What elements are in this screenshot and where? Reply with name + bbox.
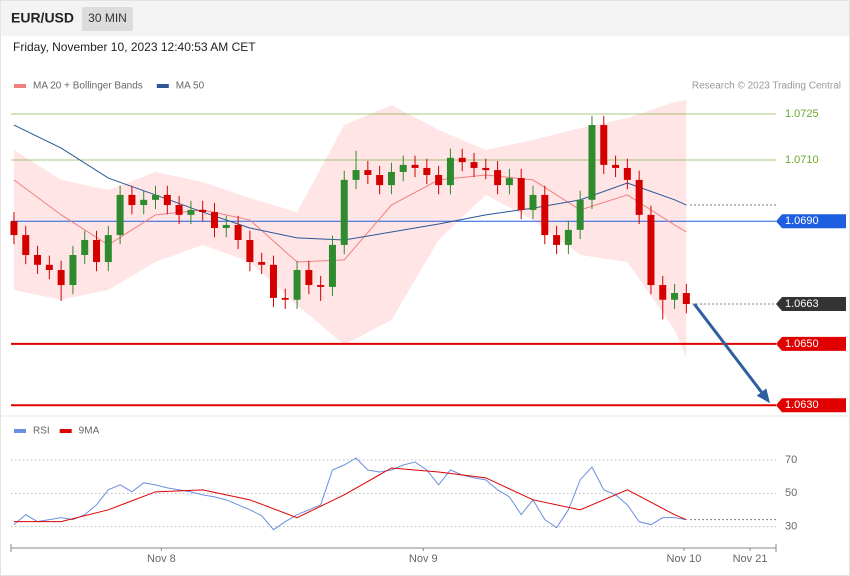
price-tag-label: 1.0630 [785, 399, 819, 411]
legend-swatch [156, 84, 169, 88]
symbol: EUR/USD [11, 10, 74, 26]
candle-body [340, 179, 348, 245]
price-tag-label: 1.0690 [785, 215, 819, 227]
candle-body [576, 199, 584, 230]
candle-body [529, 194, 537, 210]
candle-body [553, 235, 561, 245]
level-label: 1.0725 [785, 108, 819, 120]
candle-body [671, 293, 679, 300]
candle-body [612, 164, 620, 168]
credit: Research © 2023 Trading Central [692, 81, 841, 92]
candle-body [600, 125, 608, 165]
x-tick-label: Nov 8 [147, 553, 176, 565]
candle-body [104, 235, 112, 263]
candle-body [387, 171, 395, 186]
candle-body [458, 157, 466, 163]
candle-body [69, 255, 77, 286]
candle-body [22, 235, 30, 255]
candle-body [246, 239, 254, 263]
candle-body [328, 244, 336, 287]
rsi-line [13, 457, 687, 531]
candle-body [258, 262, 266, 265]
candle-body [423, 167, 431, 175]
candle-body [57, 270, 65, 286]
y-tick-label: 70 [785, 454, 797, 466]
header-bar [1, 1, 849, 36]
candle-body [588, 125, 596, 200]
price-tag [776, 336, 846, 351]
legend-label: MA 50 [176, 81, 205, 92]
bollinger-fill [13, 99, 687, 358]
candle-body [116, 194, 124, 236]
candle-body [93, 239, 101, 263]
candle-body [269, 264, 277, 298]
legend-swatch [14, 429, 26, 433]
candle-body [317, 285, 325, 287]
x-tick-label: Nov 10 [667, 553, 702, 565]
candle-body [234, 224, 242, 240]
candle-body [399, 164, 407, 172]
price-tag [776, 297, 846, 312]
candle-body [517, 178, 525, 210]
candle-body [564, 229, 572, 245]
candle-body [305, 270, 313, 286]
candle-body [682, 293, 690, 305]
candle-body [293, 270, 301, 300]
candle-body [505, 178, 513, 186]
candle-body [376, 175, 384, 186]
candle-body [411, 164, 419, 168]
candle-body [541, 194, 549, 236]
candle-body [199, 209, 207, 213]
forecast-arrow-head [756, 388, 770, 404]
candle-body [187, 209, 195, 215]
candle-body [34, 255, 42, 265]
candle-body [175, 205, 183, 215]
legend-label: MA 20 + Bollinger Bands [33, 81, 143, 92]
price-tag [776, 214, 846, 229]
candle-body [446, 157, 454, 186]
candle-body [364, 170, 372, 175]
rsi-ma-line [13, 467, 687, 523]
x-tick-label: Nov 9 [409, 553, 438, 565]
candle-body [10, 221, 18, 236]
timestamp: Friday, November 10, 2023 12:40:53 AM CE… [13, 40, 256, 54]
legend-swatch [14, 84, 26, 88]
candle-body [281, 297, 289, 300]
candle-body [623, 167, 631, 180]
candle-body [470, 162, 478, 168]
candle-body [210, 212, 218, 229]
interval[interactable]: 30 MIN [88, 11, 127, 25]
candle-body [635, 179, 643, 215]
candle-body [435, 175, 443, 186]
candle-body [152, 194, 160, 200]
level-label: 1.0710 [785, 154, 819, 166]
y-tick-label: 50 [785, 487, 797, 499]
candle-body [494, 170, 502, 186]
candle-body [482, 167, 490, 171]
forecast-arrow [693, 303, 763, 393]
legend-label: RSI [33, 426, 50, 437]
price-tag-label: 1.0663 [785, 298, 819, 310]
legend-label: 9MA [79, 426, 100, 437]
candle-body [647, 214, 655, 286]
ma20-line [13, 174, 687, 263]
x-tick-label: Nov 21 [733, 553, 768, 565]
candle-body [128, 194, 136, 206]
candle-body [45, 264, 53, 271]
candle-body [163, 194, 171, 206]
candle-body [81, 239, 89, 255]
candle-body [352, 170, 360, 180]
y-tick-label: 30 [785, 521, 797, 533]
legend-swatch [59, 429, 72, 433]
candle-body [222, 224, 230, 229]
price-tag-label: 1.0650 [785, 338, 819, 350]
candle-body [659, 285, 667, 300]
price-tag [776, 398, 846, 413]
interval-badge[interactable] [82, 7, 133, 31]
candle-body [140, 199, 148, 206]
